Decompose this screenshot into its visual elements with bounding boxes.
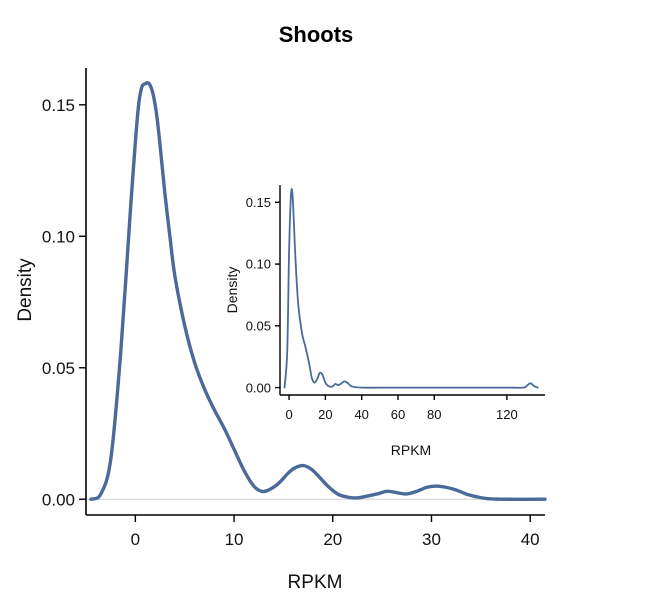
y-tick-label: 0.10 xyxy=(42,227,75,246)
main-density-panel: 0.00 0.05 0.10 0.15 0 10 20 30 40 RPKM Density xyxy=(15,68,547,593)
density-curve xyxy=(89,81,547,501)
y-ticks: 0.00 0.05 0.10 0.15 xyxy=(42,96,86,509)
x-tick-label: 30 xyxy=(422,530,441,549)
x-tick-label: 10 xyxy=(225,530,244,549)
y-tick-label: 0.15 xyxy=(42,96,75,115)
inset-x-tick-label: 20 xyxy=(318,407,332,422)
y-tick-label: 0.00 xyxy=(42,490,75,509)
inset-density-curve xyxy=(283,188,539,389)
inset-x-ticks: 0 20 40 60 80 120 xyxy=(285,395,518,422)
y-tick-label: 0.05 xyxy=(42,359,75,378)
inset-y-tick-label: 0.15 xyxy=(246,195,271,210)
inset-y-tick-label: 0.00 xyxy=(246,380,271,395)
x-axis-label: RPKM xyxy=(288,572,343,593)
x-tick-label: 0 xyxy=(131,530,140,549)
inset-y-tick-label: 0.10 xyxy=(246,257,271,272)
y-axis-label: Density xyxy=(15,258,36,322)
x-tick-label: 40 xyxy=(521,530,540,549)
inset-x-tick-label: 40 xyxy=(354,407,368,422)
x-tick-label: 20 xyxy=(323,530,342,549)
inset-x-tick-label: 120 xyxy=(496,407,518,422)
inset-y-axis-label: Density xyxy=(224,267,240,314)
inset-x-tick-label: 60 xyxy=(391,407,405,422)
inset-y-tick-label: 0.05 xyxy=(246,319,271,334)
inset-x-tick-label: 80 xyxy=(427,407,441,422)
inset-x-axis-label: RPKM xyxy=(391,442,431,458)
inset-x-tick-label: 0 xyxy=(285,407,292,422)
x-ticks: 0 10 20 30 40 xyxy=(131,515,540,549)
inset-y-ticks: 0.00 0.05 0.10 0.15 xyxy=(246,195,280,395)
inset-density-panel: 0.00 0.05 0.10 0.15 0 20 40 60 80 120 RPKM Densi… xyxy=(224,185,545,458)
chart-title: Shoots xyxy=(279,22,354,47)
